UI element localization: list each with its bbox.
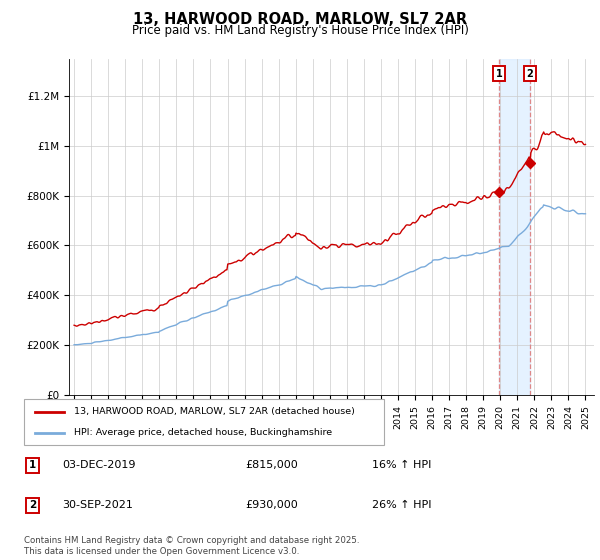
Text: Price paid vs. HM Land Registry's House Price Index (HPI): Price paid vs. HM Land Registry's House … xyxy=(131,24,469,37)
Text: 30-SEP-2021: 30-SEP-2021 xyxy=(62,500,134,510)
Text: HPI: Average price, detached house, Buckinghamshire: HPI: Average price, detached house, Buck… xyxy=(74,428,332,437)
Text: £815,000: £815,000 xyxy=(245,460,298,470)
Text: 2: 2 xyxy=(29,500,36,510)
Text: 2: 2 xyxy=(527,69,533,79)
Text: £930,000: £930,000 xyxy=(245,500,298,510)
Text: 16% ↑ HPI: 16% ↑ HPI xyxy=(372,460,431,470)
FancyBboxPatch shape xyxy=(24,399,384,445)
Text: 26% ↑ HPI: 26% ↑ HPI xyxy=(372,500,431,510)
Text: Contains HM Land Registry data © Crown copyright and database right 2025.
This d: Contains HM Land Registry data © Crown c… xyxy=(24,536,359,556)
Bar xyxy=(499,59,530,395)
Text: 13, HARWOOD ROAD, MARLOW, SL7 2AR (detached house): 13, HARWOOD ROAD, MARLOW, SL7 2AR (detac… xyxy=(74,407,355,416)
Text: 1: 1 xyxy=(29,460,36,470)
Text: 13, HARWOOD ROAD, MARLOW, SL7 2AR: 13, HARWOOD ROAD, MARLOW, SL7 2AR xyxy=(133,12,467,27)
Text: 1: 1 xyxy=(496,69,502,79)
Text: 03-DEC-2019: 03-DEC-2019 xyxy=(62,460,136,470)
